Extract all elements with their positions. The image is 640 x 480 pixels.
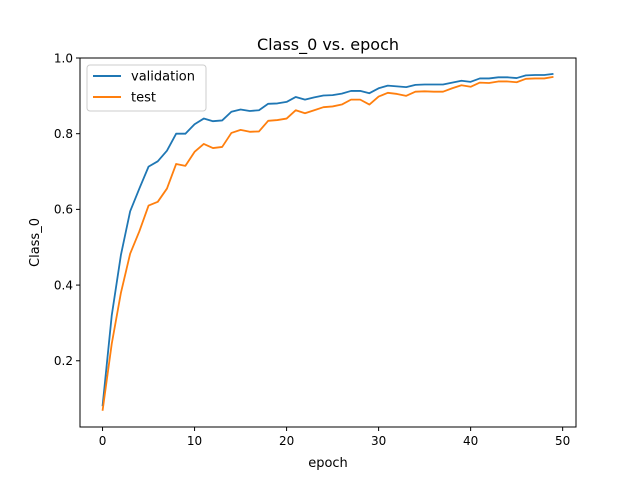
y-tick-label: 1.0 [54, 51, 73, 65]
y-axis-label: Class_0 [28, 218, 43, 267]
series-lines [101, 73, 554, 411]
legend-label-test: test [131, 91, 156, 106]
series-line-validation [101, 73, 554, 407]
chart-title: Class_0 vs. epoch [257, 35, 399, 55]
legend: validation test [86, 64, 207, 112]
x-tick-label: 50 [555, 434, 570, 448]
x-tick-label: 20 [279, 434, 294, 448]
x-tick-label: 0 [99, 434, 107, 448]
x-axis-label: epoch [308, 456, 348, 471]
y-tick-label: 0.4 [54, 278, 73, 292]
axes-frame [79, 57, 577, 428]
x-tick-label: 30 [371, 434, 386, 448]
y-tick-label: 0.6 [54, 203, 73, 217]
legend-label-validation: validation [131, 70, 195, 85]
y-tick-label: 0.8 [54, 127, 73, 141]
y-axis-ticks: 0.2 0.4 0.6 0.8 1.0 [54, 51, 80, 368]
y-tick-label: 0.2 [54, 354, 73, 368]
plot-area [80, 58, 576, 427]
x-axis-ticks: 0 10 20 30 40 50 [99, 427, 570, 448]
x-tick-label: 10 [187, 434, 202, 448]
x-tick-label: 40 [463, 434, 478, 448]
series-line-test [101, 76, 554, 411]
